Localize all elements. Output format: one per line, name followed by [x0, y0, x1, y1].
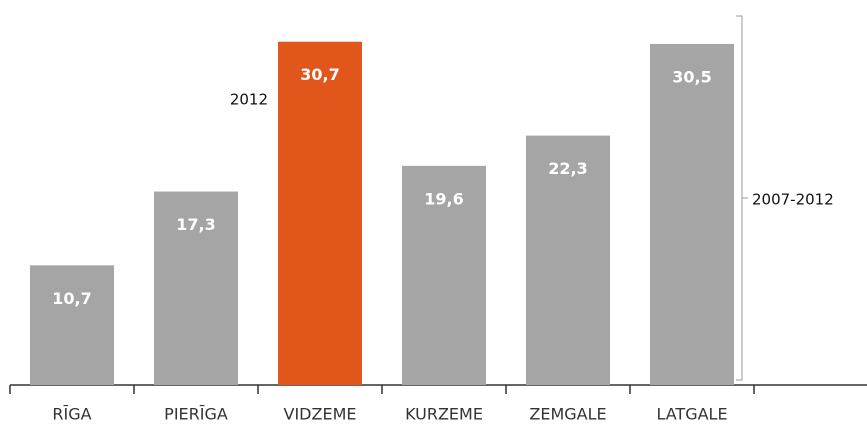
- x-tick-label: KURZEME: [405, 405, 483, 424]
- x-tick-label: RĪGA: [52, 405, 91, 424]
- bar: [30, 265, 114, 385]
- value-label: 19,6: [424, 189, 463, 208]
- bar: [278, 41, 362, 386]
- value-label: 17,3: [176, 215, 215, 234]
- x-tick-label: PIERĪGA: [164, 405, 228, 424]
- annotation: 2012: [230, 91, 268, 109]
- bar: [402, 165, 486, 385]
- bar: [526, 135, 610, 385]
- bar: [154, 191, 238, 385]
- x-tick-label: VIDZEME: [284, 405, 357, 424]
- value-label: 30,7: [300, 65, 339, 84]
- annotation: 2007-2012: [752, 191, 834, 209]
- bar: [650, 43, 734, 386]
- value-label: 30,5: [672, 67, 711, 86]
- bracket: [736, 15, 748, 381]
- value-label: 10,7: [52, 289, 91, 308]
- x-tick-label: ZEMGALE: [529, 405, 606, 424]
- x-tick-label: LATGALE: [656, 405, 727, 424]
- value-label: 22,3: [548, 159, 587, 178]
